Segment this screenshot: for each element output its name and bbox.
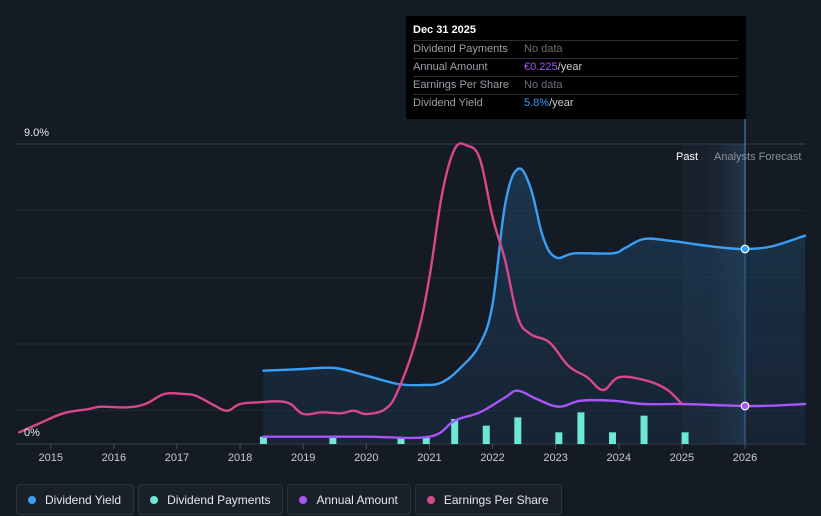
dividend-payment-bar bbox=[640, 415, 648, 444]
dividend-payment-bar bbox=[259, 436, 267, 444]
dividend-payment-bar bbox=[422, 436, 430, 444]
dividend-yield-area bbox=[263, 168, 805, 444]
dividend-payment-bar bbox=[451, 419, 459, 444]
x-tick-label: 2017 bbox=[165, 452, 189, 464]
x-tick-label: 2023 bbox=[543, 452, 567, 464]
tooltip-value: No data bbox=[524, 79, 563, 91]
tooltip-value: No data bbox=[524, 43, 563, 55]
dividend-payment-bar bbox=[577, 412, 585, 444]
tooltip-unit: /year bbox=[549, 97, 574, 109]
x-tick-label: 2021 bbox=[417, 452, 441, 464]
legend-item-earnings-per-share[interactable]: Earnings Per Share bbox=[414, 484, 562, 515]
dividend-payment-bar bbox=[514, 417, 522, 444]
legend-label: Dividend Payments bbox=[167, 492, 271, 507]
tooltip-date: Dec 31 2025 bbox=[413, 24, 476, 36]
annual-amount-marker bbox=[740, 401, 750, 411]
dividend-yield-marker bbox=[740, 244, 750, 254]
dividend-payment-bar bbox=[482, 425, 490, 444]
x-tick-label: 2016 bbox=[102, 452, 126, 464]
legend-item-dividend-yield[interactable]: Dividend Yield bbox=[16, 484, 135, 515]
x-tick-label: 2026 bbox=[733, 452, 757, 464]
tooltip-row-dividend-payments: Dividend Payments No data bbox=[413, 40, 738, 58]
tooltip-label: Dividend Payments bbox=[413, 43, 508, 55]
tooltip-value: €0.225 bbox=[524, 61, 558, 73]
dividend-payment-bar bbox=[397, 437, 405, 444]
legend-dot-icon bbox=[426, 495, 435, 504]
x-tick-label: 2024 bbox=[607, 452, 631, 464]
dividend-yield-line bbox=[262, 167, 807, 387]
tooltip-unit: /year bbox=[557, 61, 583, 73]
tooltip: Dec 31 2025 Dividend Payments No data An… bbox=[406, 16, 746, 119]
annual-amount-line bbox=[262, 389, 807, 440]
dividend-payment-bar bbox=[555, 432, 563, 444]
highlight-markers bbox=[740, 244, 750, 411]
x-tick-label: 2022 bbox=[480, 452, 504, 464]
past-label: Past bbox=[676, 151, 698, 163]
legend-label: Earnings Per Share bbox=[443, 492, 549, 507]
legend-dot-icon bbox=[28, 495, 36, 504]
legend-label: Dividend Yield bbox=[45, 492, 122, 507]
x-axis: 2015 2016 2017 2018 2019 2020 2021 2022 2023 2024… bbox=[38, 444, 757, 464]
legend: Dividend Yield Dividend Payments Annual … bbox=[16, 484, 562, 515]
dividend-payment-bar bbox=[681, 432, 689, 444]
x-tick-label: 2020 bbox=[354, 452, 378, 464]
tooltip-row-earnings-per-share: Earnings Per Share No data bbox=[413, 76, 738, 94]
tooltip-label: Earnings Per Share bbox=[413, 79, 509, 91]
x-tick-label: 2019 bbox=[291, 452, 315, 464]
y-tick-zero: 0% bbox=[24, 427, 40, 439]
tooltip-label: Dividend Yield bbox=[413, 97, 483, 109]
earnings-per-share-line bbox=[18, 142, 684, 434]
forecast-label: Analysts Forecast bbox=[714, 151, 801, 163]
legend-label: Annual Amount bbox=[316, 492, 398, 507]
yield-area bbox=[263, 168, 805, 444]
tooltip-value: 5.8% bbox=[524, 97, 550, 109]
x-tick-label: 2018 bbox=[228, 452, 252, 464]
dividend-payment-bars bbox=[259, 412, 689, 444]
tooltip-label: Annual Amount bbox=[413, 61, 488, 73]
series-lines bbox=[18, 142, 807, 440]
legend-dot-icon bbox=[299, 495, 308, 504]
tooltip-row-annual-amount: Annual Amount €0.225 /year bbox=[413, 58, 738, 76]
legend-dot-icon bbox=[150, 495, 159, 504]
legend-item-annual-amount[interactable]: Annual Amount bbox=[287, 484, 411, 515]
legend-item-dividend-payments[interactable]: Dividend Payments bbox=[138, 484, 284, 515]
tooltip-row-dividend-yield: Dividend Yield 5.8% /year bbox=[413, 94, 738, 112]
x-tick-label: 2025 bbox=[670, 452, 694, 464]
x-tick-label: 2015 bbox=[38, 452, 62, 464]
y-tick-max: 9.0% bbox=[24, 127, 49, 139]
dividend-payment-bar bbox=[608, 432, 616, 444]
dividend-payment-bar bbox=[329, 438, 337, 444]
